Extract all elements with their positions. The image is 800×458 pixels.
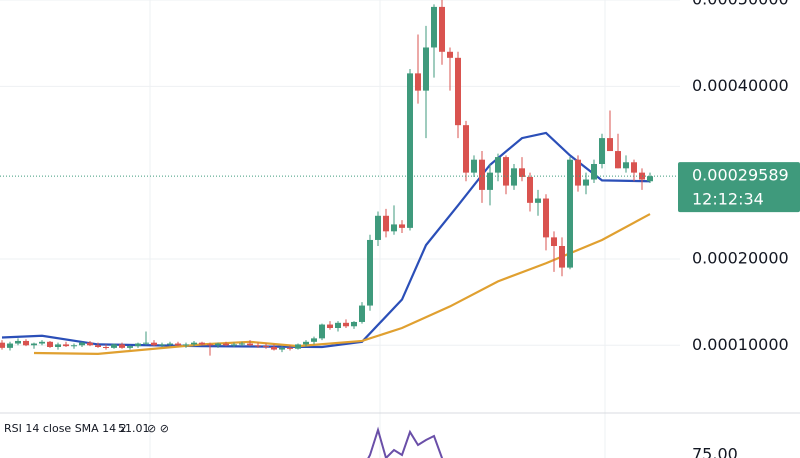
rsi-icons: ⊘ ⊘ <box>147 422 169 435</box>
candle-body <box>495 157 501 173</box>
candle-body <box>487 172 493 190</box>
candle-body <box>119 344 125 348</box>
candle-body <box>271 346 277 350</box>
candle-body <box>375 215 381 240</box>
candle-body <box>231 344 237 346</box>
candle-body <box>423 47 429 91</box>
rsi-pane <box>367 426 444 458</box>
y-tick-label: 0.00050000 <box>692 0 789 9</box>
candle-body <box>583 179 589 186</box>
rsi-tick-label: 75.00 <box>692 445 738 458</box>
candle-body <box>551 237 557 246</box>
candle-body <box>143 342 149 344</box>
candle-body <box>447 51 453 58</box>
candle-body <box>575 159 581 186</box>
candle-body <box>103 346 109 348</box>
candle-body <box>279 347 285 350</box>
y-tick-label: 0.00010000 <box>692 335 789 354</box>
candle-body <box>359 305 365 322</box>
candle-body <box>567 159 573 268</box>
price-pane <box>0 0 680 356</box>
candle-body <box>23 340 29 346</box>
candle-body <box>591 164 597 180</box>
candle-body <box>215 343 221 346</box>
y-tick-label: 0.00040000 <box>692 76 789 95</box>
candle-body <box>31 343 37 346</box>
candle-body <box>335 322 341 328</box>
moving-average <box>33 213 651 355</box>
candle-body <box>7 343 13 348</box>
candle-body <box>135 343 141 347</box>
candle-body <box>199 342 205 345</box>
candle-body <box>15 340 21 344</box>
candle-body <box>615 151 621 169</box>
candle-body <box>407 73 413 228</box>
axis-labels: 0.00010000 0.00020000 0.00040000 0.00050000… <box>678 0 800 458</box>
candle-body <box>183 344 189 346</box>
candle-body <box>527 176 533 203</box>
candle-body <box>111 344 117 348</box>
candle-body <box>415 73 421 91</box>
candle-body <box>623 162 629 169</box>
candle-body <box>303 341 309 345</box>
candle-body <box>471 159 477 173</box>
candle-body <box>263 346 269 348</box>
candle-body <box>127 346 133 348</box>
candle-body <box>327 324 333 328</box>
candle-body <box>287 347 293 349</box>
candle-body <box>599 138 605 164</box>
candle-body <box>607 138 613 152</box>
candle-body <box>167 343 173 345</box>
candle-body <box>95 345 101 347</box>
candle-body <box>311 338 317 342</box>
candle-body <box>0 342 5 348</box>
candle-body <box>647 176 653 182</box>
candle-body <box>223 343 229 346</box>
candle-body <box>159 344 165 346</box>
rsi-value: 51.01 <box>118 422 150 435</box>
candle-body <box>543 198 549 238</box>
candle-body <box>351 321 357 327</box>
candle-body <box>191 342 197 345</box>
candle-body <box>479 159 485 190</box>
candle-body <box>207 344 213 346</box>
candle-body <box>63 344 69 347</box>
candle-body <box>367 239 373 306</box>
candle-body <box>39 341 45 344</box>
rsi-line <box>367 426 444 458</box>
candle-body <box>47 341 53 347</box>
candle-body <box>399 224 405 228</box>
candle-body <box>319 324 325 339</box>
candle-body <box>247 343 253 346</box>
last-price-tag <box>678 162 800 213</box>
candle-body <box>255 345 261 347</box>
candle-body <box>151 342 157 346</box>
candle-body <box>343 322 349 327</box>
candle-body <box>79 342 85 346</box>
rsi-title: RSI 14 close SMA 14 2 <box>4 422 127 435</box>
candle-body <box>519 168 525 177</box>
candle-body <box>71 345 77 347</box>
candle-body <box>295 344 301 349</box>
candle-body <box>439 6 445 52</box>
candle-body <box>503 157 509 186</box>
candle-body <box>175 343 181 346</box>
candle-body <box>239 343 245 345</box>
countdown-label: 12:12:34 <box>692 190 764 209</box>
candle-body <box>511 168 517 186</box>
candle-body <box>631 162 637 173</box>
candle-body <box>87 342 93 346</box>
last-price-label: 0.00029589 <box>692 166 789 185</box>
moving-average <box>1 131 651 349</box>
candle-body <box>55 344 61 347</box>
candle-body <box>535 198 541 203</box>
candle-body <box>559 246 565 268</box>
candle-body <box>431 6 437 48</box>
candle-body <box>391 224 397 232</box>
candle-body <box>383 215 389 232</box>
candle-body <box>463 125 469 173</box>
candle-body <box>455 57 461 126</box>
y-tick-label: 0.00020000 <box>692 248 789 267</box>
